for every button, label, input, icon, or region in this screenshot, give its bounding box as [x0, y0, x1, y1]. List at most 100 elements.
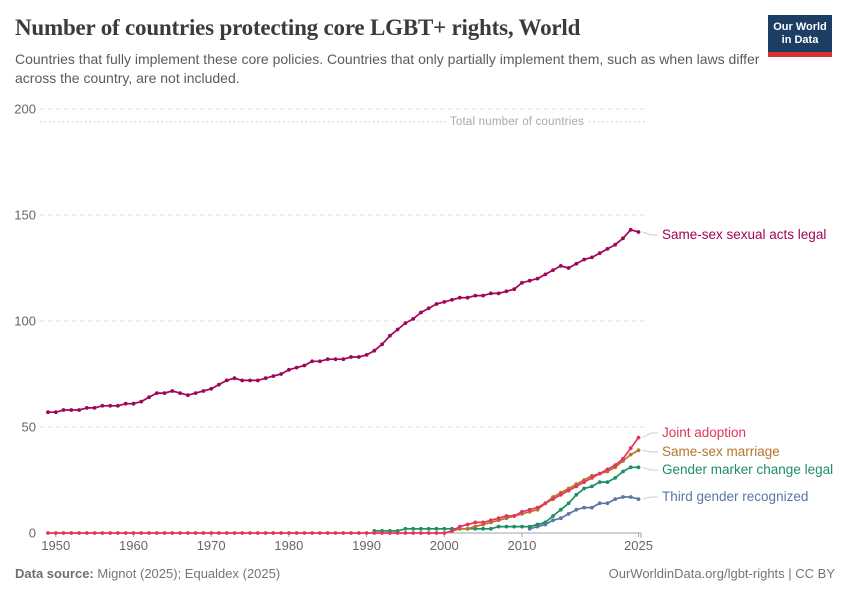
data-point — [209, 531, 214, 535]
data-point — [364, 531, 369, 535]
page-title: Number of countries protecting core LGBT… — [15, 15, 581, 40]
owid-logo-red-strip — [768, 52, 832, 57]
data-point — [605, 467, 610, 472]
series-label-joint-adoption[interactable]: Joint adoption — [662, 425, 747, 440]
data-point — [582, 505, 586, 510]
data-point — [551, 514, 555, 518]
data-point — [255, 531, 260, 535]
data-point — [605, 247, 610, 251]
leader-line — [642, 449, 658, 453]
data-point — [77, 531, 81, 535]
data-point — [636, 465, 641, 470]
data-point — [217, 382, 221, 387]
data-point — [341, 357, 346, 362]
data-point — [628, 227, 633, 232]
data-point — [186, 531, 190, 535]
x-tick-label: 1960 — [119, 538, 148, 553]
data-point — [271, 531, 276, 535]
data-point — [558, 492, 563, 497]
data-point — [69, 531, 74, 535]
data-point — [520, 509, 524, 514]
x-tick-label: 1970 — [197, 538, 226, 553]
data-point — [154, 391, 159, 395]
owid-logo: Our World in Data — [768, 15, 832, 57]
series-label-gender-marker-change-legal[interactable]: Gender marker change legal — [662, 462, 834, 477]
series-line-gender-marker-change-legal[interactable] — [372, 465, 641, 533]
data-point — [248, 531, 252, 535]
data-point — [380, 531, 384, 535]
data-point — [628, 452, 633, 457]
data-point — [574, 507, 579, 512]
data-point — [489, 291, 493, 296]
data-point — [333, 531, 338, 535]
x-tick-label: 1950 — [41, 538, 70, 553]
data-point — [294, 365, 299, 370]
series-line-same-sex-marriage[interactable] — [450, 448, 641, 533]
data-point — [287, 367, 291, 372]
data-point — [473, 524, 478, 529]
data-point — [131, 531, 136, 535]
x-tick-label: 2025 — [624, 538, 653, 553]
data-point — [178, 531, 183, 535]
owid-url-license[interactable]: OurWorldinData.org/lgbt-rights | CC BY — [608, 566, 835, 581]
leader-line — [642, 432, 658, 439]
data-point — [426, 526, 431, 531]
data-point — [147, 395, 151, 400]
data-point — [574, 492, 579, 497]
data-point — [520, 524, 524, 529]
data-point — [621, 495, 625, 499]
data-point — [574, 261, 579, 266]
data-point — [240, 378, 245, 383]
data-point — [108, 403, 113, 408]
data-point — [543, 272, 548, 277]
data-point — [318, 359, 322, 364]
data-point — [201, 389, 206, 393]
data-point — [186, 393, 190, 398]
data-point — [489, 518, 493, 523]
data-point — [566, 501, 571, 506]
data-point — [147, 531, 151, 535]
data-point — [108, 531, 113, 535]
series-line-joint-adoption[interactable] — [46, 435, 641, 535]
series-label-same-sex-sexual-acts-legal[interactable]: Same-sex sexual acts legal — [662, 227, 827, 242]
data-point — [356, 531, 361, 535]
data-point — [512, 287, 517, 292]
data-point — [426, 531, 431, 535]
data-point — [605, 501, 610, 506]
data-point — [232, 376, 237, 381]
data-point — [481, 293, 485, 298]
data-point — [636, 497, 641, 501]
data-point — [116, 403, 120, 408]
x-tick-label: 1990 — [352, 538, 381, 553]
leader-line — [642, 496, 658, 500]
data-point — [248, 378, 252, 383]
data-point — [527, 524, 532, 529]
series-line-same-sex-sexual-acts-legal[interactable] — [46, 227, 641, 415]
data-point — [597, 471, 602, 476]
data-point — [535, 505, 540, 510]
data-point — [558, 516, 563, 521]
series-line-third-gender-recognized[interactable] — [527, 495, 641, 531]
chart-header: Number of countries protecting core LGBT… — [15, 14, 759, 88]
data-point — [442, 300, 447, 304]
series-path — [374, 466, 639, 532]
data-point — [590, 484, 594, 489]
data-point — [318, 531, 322, 535]
data-point — [46, 531, 50, 535]
data-point — [613, 463, 618, 468]
data-point — [403, 526, 408, 531]
data-point — [53, 410, 58, 415]
y-tick-label: 0 — [29, 526, 36, 541]
data-point — [372, 348, 377, 353]
data-point — [543, 520, 548, 525]
data-point — [84, 531, 89, 535]
data-point — [465, 522, 470, 527]
data-point — [139, 531, 144, 535]
series-label-same-sex-marriage[interactable]: Same-sex marriage — [662, 444, 780, 459]
data-point — [123, 531, 128, 535]
data-point — [496, 524, 501, 529]
data-point — [411, 531, 416, 535]
data-point — [551, 518, 555, 523]
series-label-third-gender-recognized[interactable]: Third gender recognized — [662, 489, 809, 504]
